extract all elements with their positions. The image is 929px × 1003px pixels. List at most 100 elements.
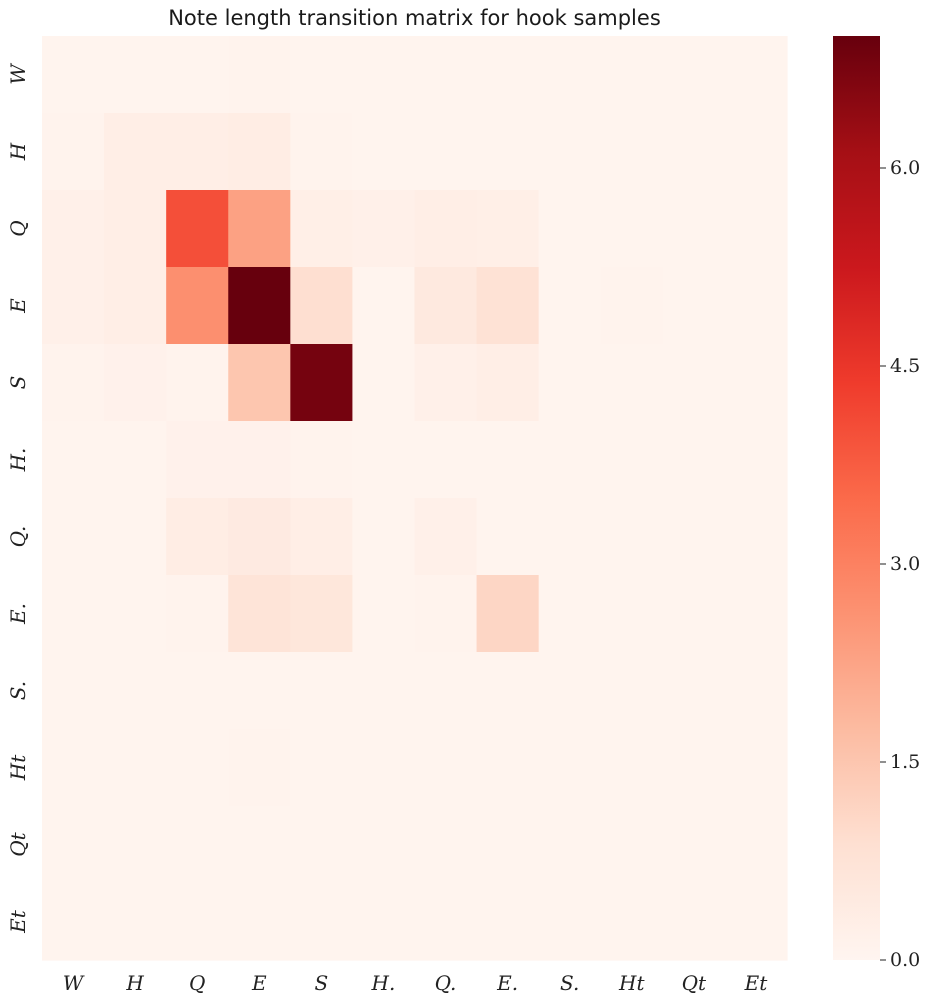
heatmap-cell-Et-Ht [600, 883, 664, 961]
x-tick-label: Q [189, 971, 205, 995]
heatmap-cell-S-W [42, 344, 105, 422]
heatmap-cell-Q-E [228, 190, 291, 268]
heatmap-cell-Qt-Q. [414, 806, 478, 884]
heatmap-cell-W-S. [538, 36, 602, 114]
heatmap-cells [42, 36, 788, 961]
heatmap-cell-W-H [104, 36, 167, 114]
y-tick-label: W [6, 63, 30, 85]
heatmap-cell-E.-H [104, 575, 167, 653]
heatmap-cell-Et-Et [724, 883, 788, 961]
x-tick-label: W [63, 971, 85, 995]
colorbar [833, 36, 880, 960]
heatmap-cell-S-H. [352, 344, 416, 422]
heatmap-cell-Ht-Et [724, 729, 788, 807]
x-tick-label: E. [496, 971, 518, 995]
heatmap-cell-H-Q. [414, 113, 478, 191]
heatmap-cell-S-H [104, 344, 167, 422]
heatmap-cell-Et-E. [476, 883, 540, 961]
heatmap-cell-Q-W [42, 190, 105, 268]
heatmap-cell-S.-E [228, 652, 291, 730]
heatmap-cell-Qt-Et [724, 806, 788, 884]
heatmap-cell-Q-Qt [662, 190, 726, 268]
heatmap-cell-Q.-H [104, 498, 167, 576]
heatmap-cell-E-Ht [600, 267, 664, 345]
heatmap-cell-Ht-Q. [414, 729, 478, 807]
heatmap-cell-Q.-E [228, 498, 291, 576]
heatmap-cell-E-E [228, 267, 291, 345]
heatmap-cell-H.-S. [538, 421, 602, 499]
y-tick-label: E. [6, 603, 30, 625]
y-axis-ticks: W H Q E S H. Q. E. S. Ht Qt Et [6, 63, 30, 934]
heatmap-cell-Q.-Q [166, 498, 229, 576]
heatmap-cell-H-E [228, 113, 291, 191]
heatmap-cell-Q.-Et [724, 498, 788, 576]
heatmap-cell-S.-Et [724, 652, 788, 730]
heatmap-cell-W-Et [724, 36, 788, 114]
heatmap-cell-H.-E [228, 421, 291, 499]
heatmap-cell-S.-Qt [662, 652, 726, 730]
x-tick-label: Ht [618, 971, 645, 995]
heatmap-cell-E-Et [724, 267, 788, 345]
x-tick-label: Q. [435, 971, 457, 995]
heatmap-cell-Q.-W [42, 498, 105, 576]
heatmap-cell-H.-E. [476, 421, 540, 499]
heatmap-cell-E-Q [166, 267, 229, 345]
heatmap-cell-S-S. [538, 344, 602, 422]
heatmap-cell-Ht-S [290, 729, 354, 807]
heatmap-cell-Et-Q. [414, 883, 478, 961]
heatmap-cell-Ht-Qt [662, 729, 726, 807]
heatmap-cell-Et-H. [352, 883, 416, 961]
heatmap-cell-S.-S. [538, 652, 602, 730]
heatmap-cell-Ht-W [42, 729, 105, 807]
colorbar-tick-label: 1.5 [890, 751, 920, 773]
heatmap-cell-Q.-S [290, 498, 354, 576]
heatmap-cell-Et-H [104, 883, 167, 961]
heatmap-cell-H.-H [104, 421, 167, 499]
heatmap-cell-W-Q [166, 36, 229, 114]
heatmap-cell-Qt-E [228, 806, 291, 884]
colorbar-tick-label: 3.0 [890, 553, 920, 575]
heatmap-cell-W-E. [476, 36, 540, 114]
heatmap-cell-H-Qt [662, 113, 726, 191]
colorbar-tick-label: 4.5 [890, 355, 920, 377]
heatmap-cell-Q-H [104, 190, 167, 268]
heatmap-cell-E.-Ht [600, 575, 664, 653]
heatmap-cell-Ht-H [104, 729, 167, 807]
heatmap-cell-Et-S [290, 883, 354, 961]
heatmap-cell-E-W [42, 267, 105, 345]
heatmap-cell-E.-Q. [414, 575, 478, 653]
y-tick-label: S. [6, 681, 30, 700]
heatmap-cell-H-S. [538, 113, 602, 191]
y-tick-label: Q [6, 220, 30, 236]
heatmap-cell-Qt-H. [352, 806, 416, 884]
heatmap-cell-E.-S. [538, 575, 602, 653]
heatmap-cell-E.-E [228, 575, 291, 653]
heatmap-cell-Q-Q [166, 190, 229, 268]
heatmap-cell-S-Et [724, 344, 788, 422]
heatmap-cell-Q-S [290, 190, 354, 268]
heatmap-cell-Q-Et [724, 190, 788, 268]
heatmap-cell-H-Ht [600, 113, 664, 191]
heatmap-cell-W-Qt [662, 36, 726, 114]
heatmap-cell-E-Q. [414, 267, 478, 345]
heatmap-cell-Qt-W [42, 806, 105, 884]
heatmap-cell-E.-W [42, 575, 105, 653]
heatmap-cell-H-S [290, 113, 354, 191]
heatmap-cell-W-Q. [414, 36, 478, 114]
x-tick-label: E [251, 971, 267, 995]
heatmap-cell-Q-S. [538, 190, 602, 268]
heatmap-cell-S-S [290, 344, 354, 422]
heatmap-cell-E.-H. [352, 575, 416, 653]
heatmap-cell-Q.-H. [352, 498, 416, 576]
x-tick-label: S. [560, 971, 579, 995]
heatmap-cell-H.-H. [352, 421, 416, 499]
heatmap-cell-W-W [42, 36, 105, 114]
heatmap-cell-Qt-Qt [662, 806, 726, 884]
heatmap-cell-Ht-H. [352, 729, 416, 807]
heatmap-cell-E-S [290, 267, 354, 345]
heatmap-cell-Ht-S. [538, 729, 602, 807]
heatmap-cell-Ht-Ht [600, 729, 664, 807]
heatmap-cell-Ht-E [228, 729, 291, 807]
heatmap-cell-Qt-Q [166, 806, 229, 884]
heatmap-cell-E-S. [538, 267, 602, 345]
